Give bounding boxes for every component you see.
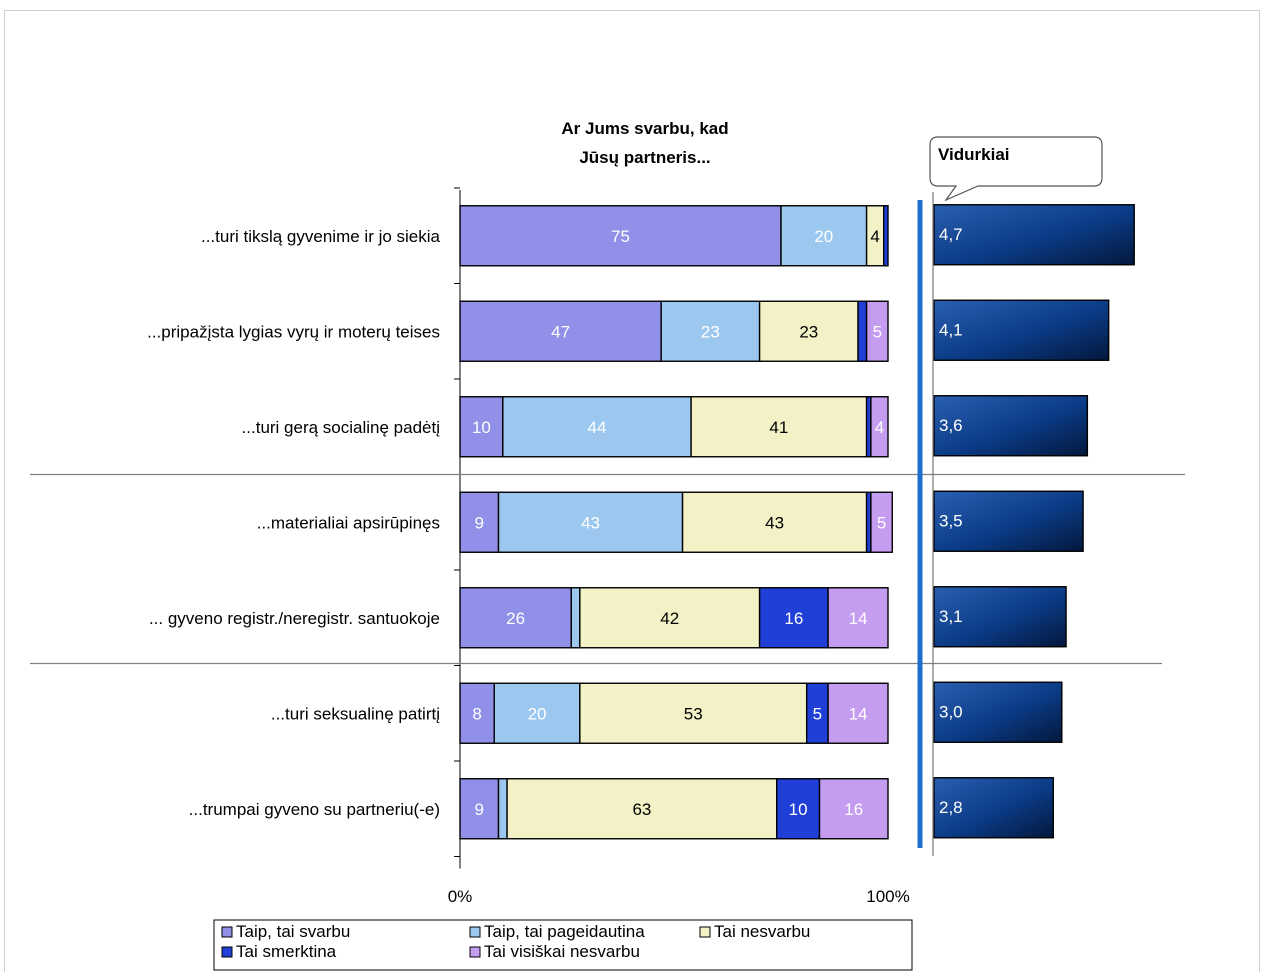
averages-layer: [933, 204, 1135, 839]
data-label: 20: [814, 227, 833, 246]
data-label: 43: [581, 513, 600, 532]
averages-label: Vidurkiai: [938, 145, 1010, 164]
chart-frame: [4, 10, 1260, 972]
average-bar: [933, 586, 1067, 648]
bar-segment: [758, 587, 829, 649]
average-bar: [933, 490, 1084, 552]
legend: Taip, tai svarbu Taip, tai pageidautina Ta…: [213, 919, 913, 971]
data-label: 63: [632, 800, 651, 819]
bar-segment: [780, 205, 868, 267]
legend-label: Taip, tai svarbu: [236, 922, 350, 941]
bar-segment: [827, 682, 889, 744]
data-label: 20: [528, 704, 547, 723]
average-label: 3,5: [939, 511, 963, 530]
average-bar: [933, 681, 1063, 743]
averages-callout: Vidurkiai: [929, 136, 1103, 202]
data-label: 4: [870, 227, 879, 246]
bar-segment: [681, 491, 868, 553]
legend-swatch: [469, 926, 481, 938]
average-bar: [933, 777, 1054, 839]
data-label: 9: [475, 800, 484, 819]
average-label: 3,1: [939, 607, 963, 626]
average-label: 3,6: [939, 416, 963, 435]
category-label: ... gyveno registr./neregistr. santuokoj…: [149, 609, 440, 628]
bar-segment: [776, 778, 821, 840]
bar-segment: [827, 587, 889, 649]
bar-segment: [502, 396, 692, 458]
bar-segment: [506, 778, 778, 840]
bar-segment: [459, 587, 572, 649]
legend-swatch: [221, 926, 233, 938]
bar-segment: [883, 205, 889, 267]
chart-title-line-1: Ar Jums svarbu, kad: [561, 119, 728, 138]
legend-label: Tai smerktina: [236, 942, 337, 961]
legend-swatch: [699, 926, 711, 938]
bar-segment: [758, 300, 859, 362]
data-label: 5: [813, 704, 822, 723]
chart-title-line-2: Jūsų partneris...: [579, 148, 710, 167]
legend-label: Tai nesvarbu: [714, 922, 810, 941]
bar-segment: [459, 778, 500, 840]
data-label: 75: [611, 227, 630, 246]
bar-segment: [818, 778, 889, 840]
average-label: 2,8: [939, 798, 963, 817]
bars-layer: [459, 205, 893, 840]
legend-label: Taip, tai pageidautina: [484, 922, 645, 941]
legend-swatch: [221, 946, 233, 958]
average-bar: [933, 204, 1135, 266]
data-label: 43: [765, 513, 784, 532]
data-label: 42: [660, 609, 679, 628]
average-label: 3,0: [939, 702, 963, 721]
data-label: 14: [849, 704, 868, 723]
data-label: 5: [873, 322, 882, 341]
data-label: 14: [849, 609, 868, 628]
category-label: ...turi tikslą gyvenime ir jo siekia: [201, 227, 441, 246]
data-label: 23: [701, 322, 720, 341]
data-label: 16: [784, 609, 803, 628]
data-label: 41: [769, 418, 788, 437]
data-label: 47: [551, 322, 570, 341]
bar-segment: [459, 491, 500, 553]
data-label: 53: [684, 704, 703, 723]
category-label: ...pripažįsta lygias vyrų ir moterų teis…: [147, 322, 440, 341]
legend-swatch: [469, 946, 481, 958]
data-label: 4: [875, 418, 884, 437]
axes-layer: [30, 187, 1185, 869]
bar-segment: [870, 491, 893, 553]
x-tick-label: 0%: [448, 887, 473, 906]
bar-segment: [690, 396, 868, 458]
data-label: 5: [877, 513, 886, 532]
category-label: ...materialiai apsirūpinęs: [257, 513, 440, 532]
average-label: 4,7: [939, 225, 963, 244]
data-label: 23: [799, 322, 818, 341]
average-bar: [933, 299, 1110, 361]
bar-segment: [493, 682, 581, 744]
data-label: 9: [475, 513, 484, 532]
category-label: ...turi gerą socialinę padėtį: [242, 418, 441, 437]
data-label: 44: [587, 418, 606, 437]
average-bar: [933, 395, 1089, 457]
data-label: 16: [844, 800, 863, 819]
data-label: 26: [506, 609, 525, 628]
category-label: ...trumpai gyveno su partneriu(-e): [189, 800, 440, 819]
bar-segment: [865, 300, 889, 362]
data-label: 10: [789, 800, 808, 819]
bar-segment: [579, 682, 808, 744]
labels-layer: ...turi tikslą gyvenime ir jo siekia 75 20…: [147, 225, 963, 906]
x-tick-label: 100%: [866, 887, 909, 906]
category-label: ...turi seksualinę patirtį: [271, 704, 440, 723]
data-label: 8: [472, 704, 481, 723]
legend-label: Tai visiškai nesvarbu: [484, 942, 640, 961]
bar-segment: [870, 396, 889, 458]
average-label: 4,1: [939, 320, 963, 339]
data-label: 10: [472, 418, 491, 437]
